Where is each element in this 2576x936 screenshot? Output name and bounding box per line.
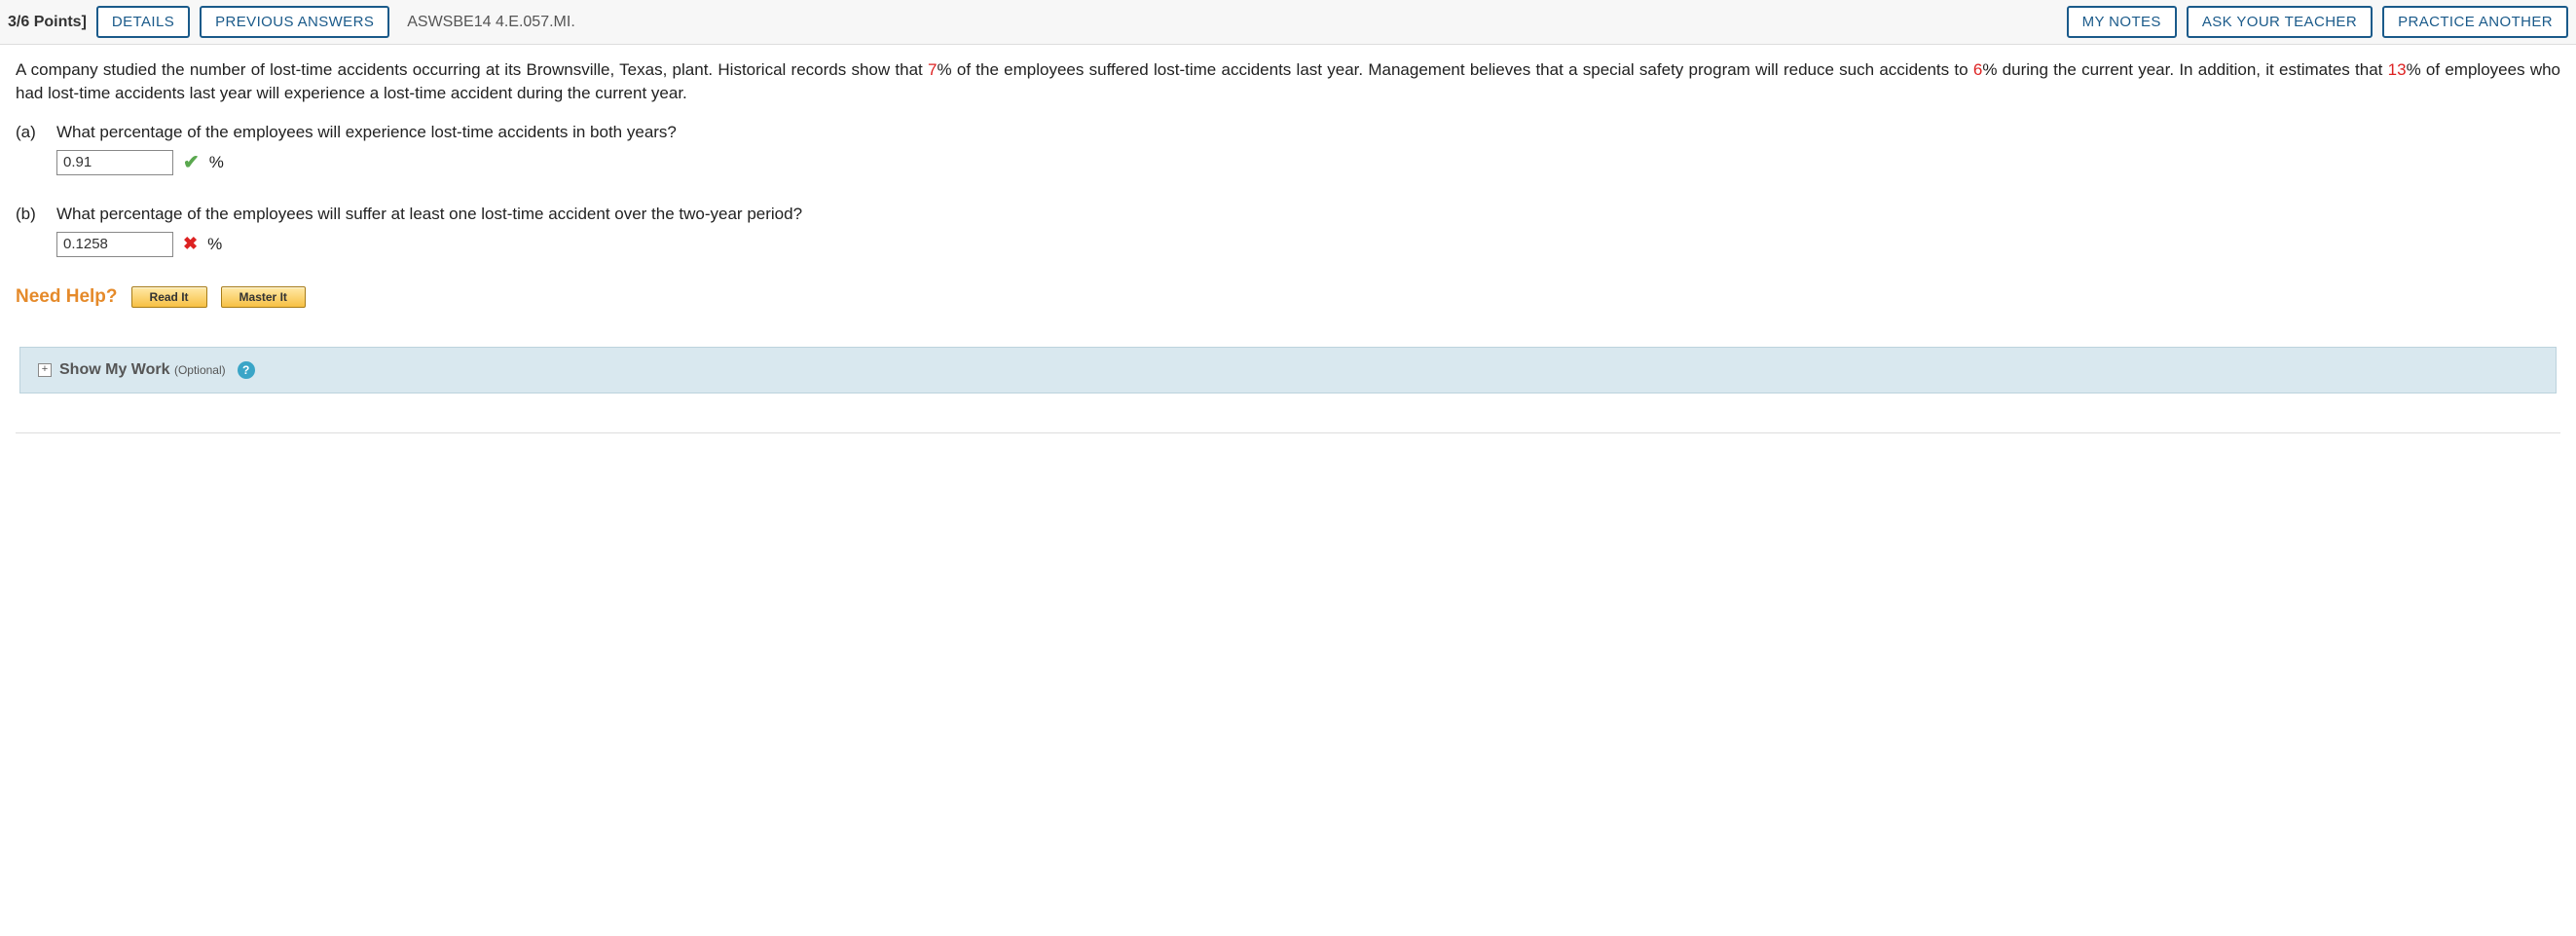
unit-label: %: [207, 235, 222, 254]
part-label: (a): [16, 123, 45, 175]
question-content: A company studied the number of lost-tim…: [0, 45, 2576, 447]
show-my-work-label: Show My Work (Optional): [59, 361, 226, 379]
part-a-answer-input[interactable]: [56, 150, 173, 175]
previous-answers-button[interactable]: PREVIOUS ANSWERS: [200, 6, 389, 38]
part-b-question: What percentage of the employees will su…: [56, 205, 2560, 224]
details-button[interactable]: DETAILS: [96, 6, 190, 38]
master-it-button[interactable]: Master It: [221, 286, 306, 308]
my-notes-button[interactable]: MY NOTES: [2067, 6, 2177, 38]
cross-icon: ✖: [183, 234, 198, 254]
highlight-value: 7: [928, 60, 937, 79]
practice-another-button[interactable]: PRACTICE ANOTHER: [2382, 6, 2568, 38]
expand-icon: +: [38, 363, 52, 377]
show-my-work-bar[interactable]: + Show My Work (Optional) ?: [19, 347, 2557, 393]
problem-statement: A company studied the number of lost-tim…: [16, 58, 2560, 105]
need-help-label: Need Help?: [16, 286, 118, 308]
part-label: (b): [16, 205, 45, 257]
part-a: (a) What percentage of the employees wil…: [16, 123, 2560, 175]
info-icon[interactable]: ?: [238, 361, 255, 379]
part-b-answer-input[interactable]: [56, 232, 173, 257]
need-help-row: Need Help? Read It Master It: [16, 286, 2560, 308]
question-header: 3/6 Points] DETAILS PREVIOUS ANSWERS ASW…: [0, 0, 2576, 45]
points-label: 3/6 Points]: [8, 14, 87, 31]
highlight-value: 6: [1973, 60, 1982, 79]
read-it-button[interactable]: Read It: [131, 286, 207, 308]
part-a-question: What percentage of the employees will ex…: [56, 123, 2560, 142]
source-label: ASWSBE14 4.E.057.MI.: [407, 14, 575, 31]
highlight-value: 13: [2388, 60, 2407, 79]
part-b: (b) What percentage of the employees wil…: [16, 205, 2560, 257]
divider: [16, 432, 2560, 433]
unit-label: %: [209, 153, 224, 172]
check-icon: ✔: [183, 150, 200, 174]
ask-teacher-button[interactable]: ASK YOUR TEACHER: [2187, 6, 2373, 38]
